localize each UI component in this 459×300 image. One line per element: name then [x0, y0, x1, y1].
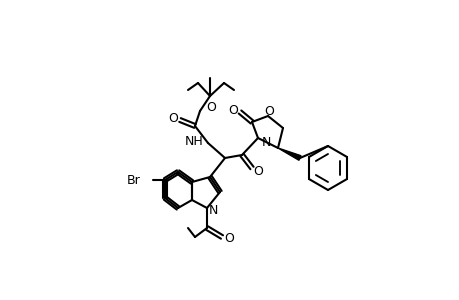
Text: N: N	[262, 136, 271, 148]
Text: O: O	[228, 103, 237, 116]
Text: NH: NH	[185, 134, 203, 148]
Text: O: O	[168, 112, 178, 124]
Text: O: O	[252, 164, 263, 178]
Text: O: O	[263, 104, 274, 118]
Polygon shape	[277, 148, 300, 160]
Text: O: O	[206, 100, 215, 113]
Text: Br: Br	[127, 173, 141, 187]
Text: N: N	[208, 205, 217, 218]
Text: O: O	[224, 232, 234, 245]
